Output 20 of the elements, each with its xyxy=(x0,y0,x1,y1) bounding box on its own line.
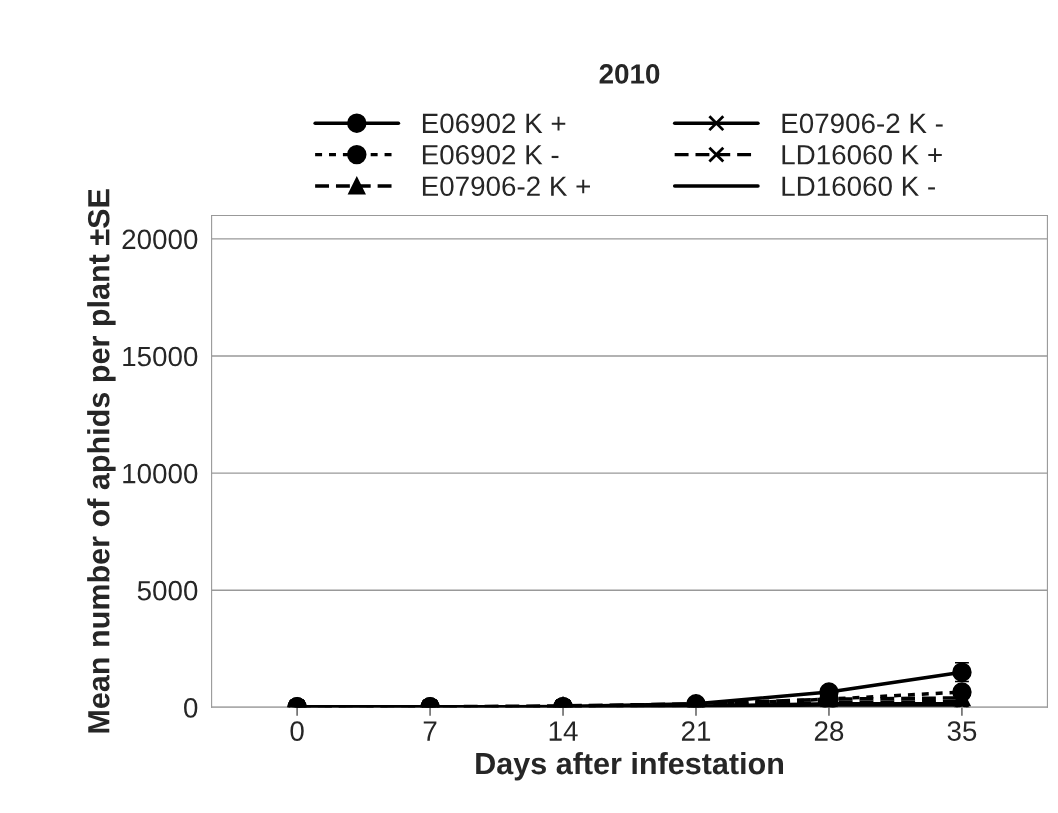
y-tick-label: 10000 xyxy=(123,463,198,484)
legend-label: E06902 K - xyxy=(422,144,559,165)
x-tick-label: 7 xyxy=(423,721,437,741)
y-tick-label: 5000 xyxy=(137,580,198,601)
legend-label: E07906-2 K + xyxy=(422,176,590,197)
y-tick-label: 0 xyxy=(184,697,198,718)
y-tick-label: 15000 xyxy=(123,346,198,367)
legend-label: LD16060 K + xyxy=(782,144,942,165)
x-tick-label: 0 xyxy=(290,721,304,741)
x-axis-title: Days after infestation xyxy=(476,751,783,781)
chart-title: 2010 xyxy=(599,64,660,84)
y-tick-label: 20000 xyxy=(122,229,198,250)
legend-label: LD16060 K - xyxy=(782,176,935,197)
legend-label: E06902 K + xyxy=(422,113,566,134)
x-tick-label: 21 xyxy=(681,721,711,741)
x-tick-label: 14 xyxy=(549,721,578,741)
x-tick-label: 35 xyxy=(947,721,977,741)
y-axis-title: Mean number of aphids per plant ±SE xyxy=(87,189,116,733)
x-tick-label: 28 xyxy=(814,721,844,741)
legend-label: E07906-2 K - xyxy=(782,113,943,134)
